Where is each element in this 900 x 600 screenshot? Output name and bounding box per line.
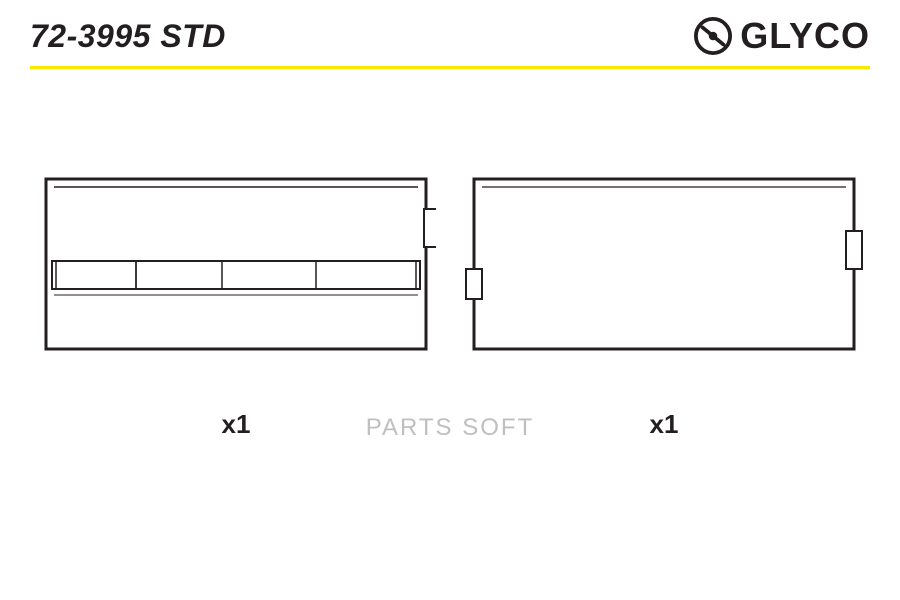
brand-text: GLYCO: [740, 15, 870, 57]
diagram-right: x1: [464, 169, 864, 440]
qty-label-left: x1: [222, 409, 251, 440]
bearing-grooved-drawing: [36, 169, 436, 359]
diagram-left: x1: [36, 169, 436, 440]
diagram-row: x1 x1: [30, 169, 870, 440]
page: 72-3995 STD GLYCO x1 x1 PARTS SOFT: [0, 0, 900, 600]
bearing-plain-drawing: [464, 169, 864, 359]
brand-logo: GLYCO: [694, 15, 870, 57]
separator-rule: [30, 66, 870, 69]
brand-icon: [694, 17, 732, 55]
header: 72-3995 STD GLYCO: [30, 12, 870, 60]
qty-label-right: x1: [650, 409, 679, 440]
part-number: 72-3995 STD: [30, 18, 226, 55]
